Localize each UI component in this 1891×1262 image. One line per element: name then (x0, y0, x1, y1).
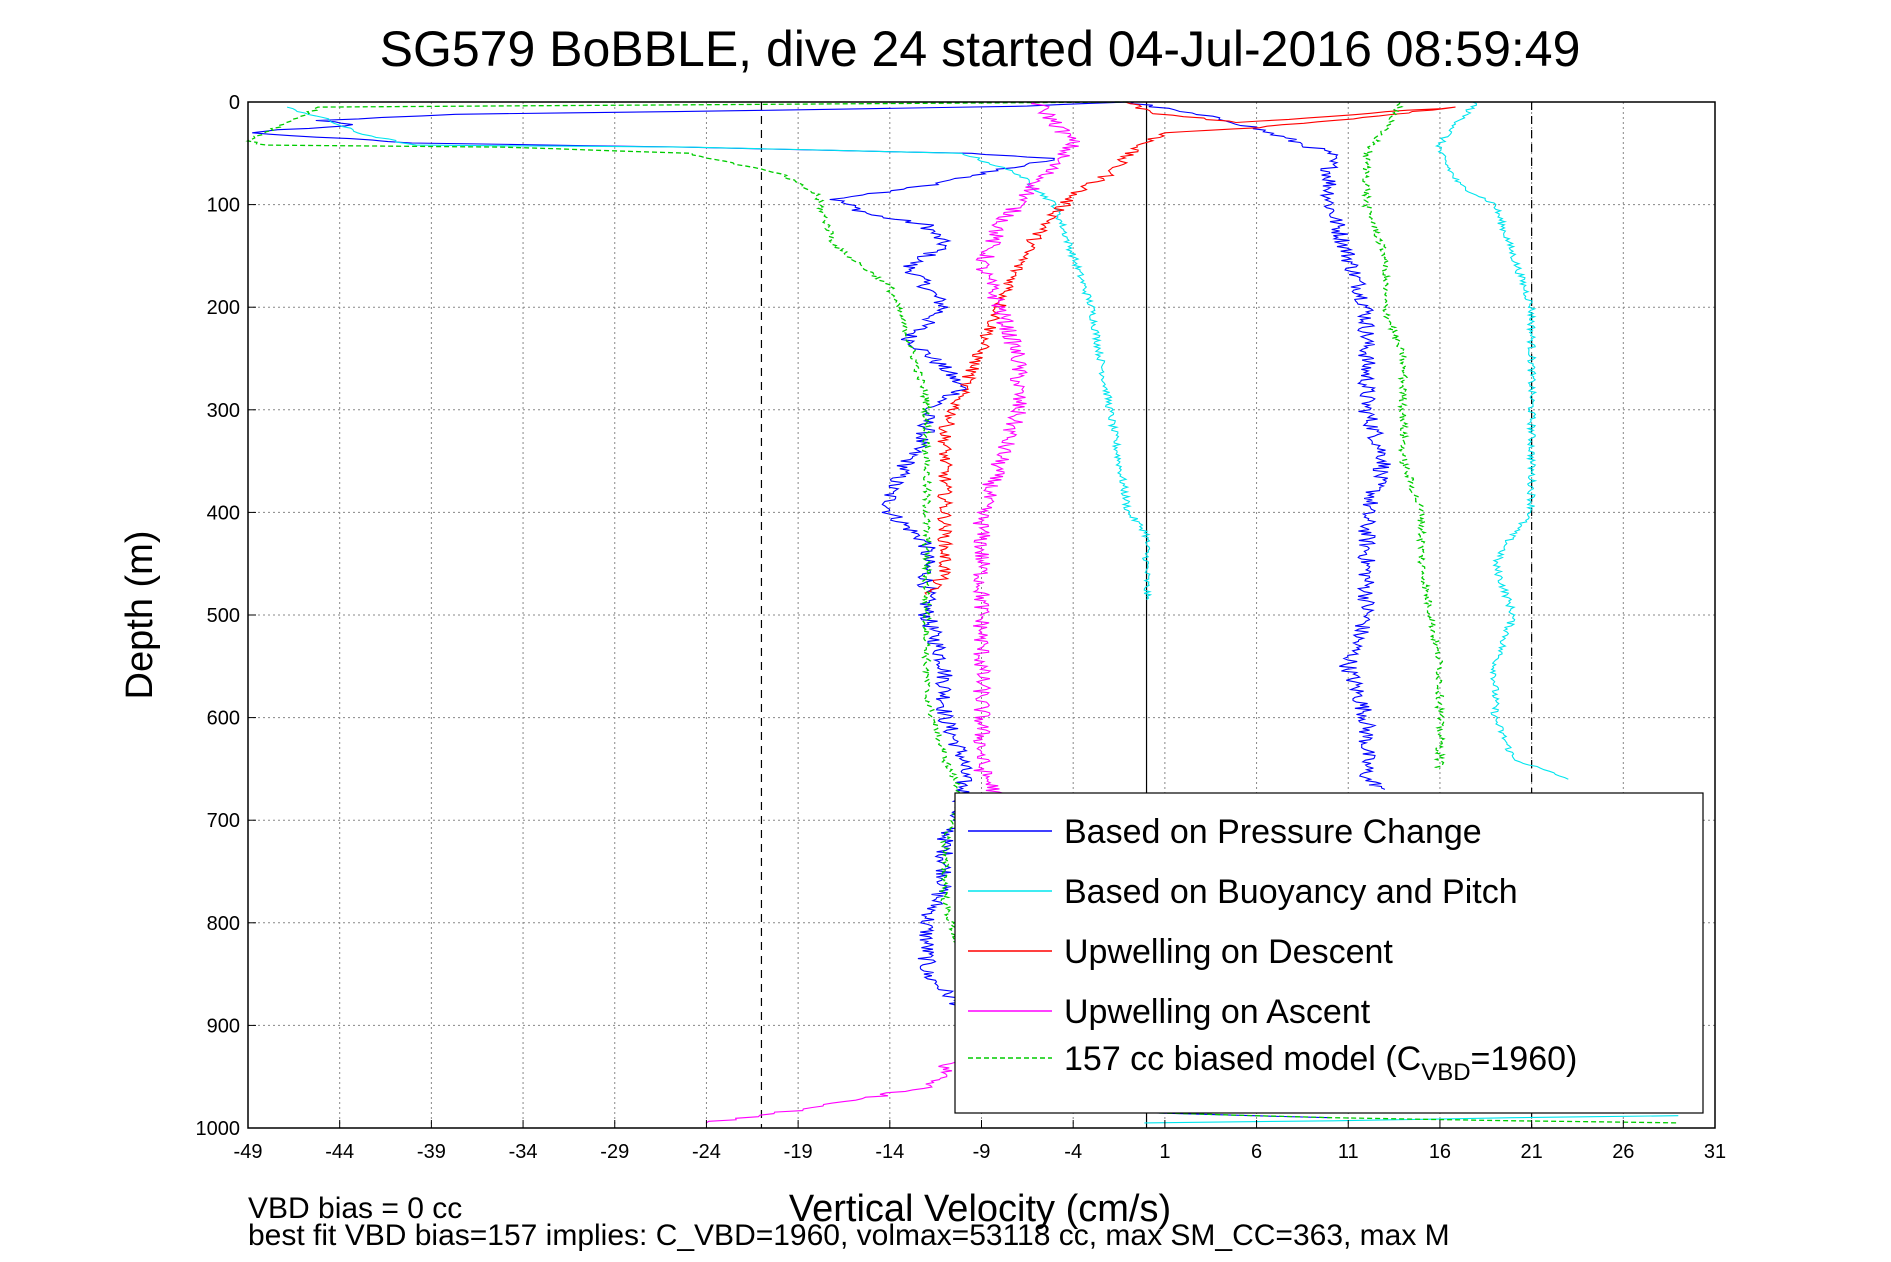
x-tick-label-8: -9 (973, 1141, 991, 1163)
y-tick-label-5: 500 (207, 605, 240, 627)
y-tick-label-2: 200 (207, 297, 240, 319)
y-tick-label-3: 300 (207, 400, 240, 422)
y-tick-label-8: 800 (207, 913, 240, 935)
series-4-line-1 (1361, 101, 1446, 770)
y-tick-label-4: 400 (207, 502, 240, 524)
y-axis-label: Depth (m) (119, 531, 161, 700)
x-tick-label-5: -24 (692, 1141, 721, 1163)
x-tick-label-1: -44 (325, 1141, 354, 1163)
series-2 (924, 101, 1456, 595)
y-tick-label-1: 100 (207, 195, 240, 217)
series-0-line-0 (252, 101, 1132, 159)
x-tick-label-7: -14 (875, 1141, 904, 1163)
y-tick-label-10: 1000 (196, 1118, 241, 1140)
y-tick-labels: 0 100 200 300 400 500 600 700 800 900 1000 (196, 92, 256, 1140)
x-tick-label-4: -29 (600, 1141, 629, 1163)
x-tick-label-9: -4 (1064, 1141, 1082, 1163)
x-axis-label: Vertical Velocity (cm/s) (789, 1188, 1171, 1230)
series-2-line-0 (924, 101, 1456, 595)
legend-label-1: Based on Buoyancy and Pitch (1064, 873, 1518, 911)
footer-line-1: VBD bias = 0 cc (248, 1192, 462, 1225)
series-1-line-0 (286, 106, 1153, 601)
legend-box (954, 792, 1704, 1114)
y-tick-label-7: 700 (207, 810, 240, 832)
legend-label-3: Upwelling on Ascent (1064, 993, 1371, 1031)
x-tick-label-16: 31 (1704, 1141, 1726, 1163)
series-0-line-2 (1129, 101, 1391, 790)
x-tick-label-6: -19 (784, 1141, 813, 1163)
footer-line-2: best fit VBD bias=157 implies: C_VBD=196… (248, 1219, 1450, 1252)
x-tick-label-13: 16 (1429, 1141, 1451, 1163)
x-tick-label-14: 21 (1521, 1141, 1543, 1163)
chart-title: SG579 BoBBLE, dive 24 started 04-Jul-201… (380, 21, 1581, 77)
x-tick-label-0: -49 (234, 1141, 263, 1163)
x-tick-label-10: 1 (1159, 1141, 1170, 1163)
x-tick-label-2: -39 (417, 1141, 446, 1163)
x-tick-label-15: 26 (1612, 1141, 1634, 1163)
legend-label-4: 157 cc biased model (CVBD=1960) (1064, 1040, 1577, 1086)
legend-label-0: Based on Pressure Change (1064, 813, 1482, 851)
series-0-line-1 (829, 158, 1330, 1119)
legend-label-2: Upwelling on Descent (1064, 933, 1393, 971)
x-tick-labels: -49 -44 -39 -34 -29 -24 -19 -14 -9 -4 1 6 11 16 21 26 31 (234, 1120, 1726, 1163)
y-tick-label-6: 600 (207, 708, 240, 730)
series-1-line-1 (1434, 101, 1569, 780)
legend: Based on Pressure Change Based on Buoyanc… (954, 792, 1704, 1114)
x-tick-label-12: 11 (1338, 1141, 1359, 1163)
x-tick-label-3: -34 (509, 1141, 538, 1163)
y-tick-label-0: 0 (229, 92, 240, 114)
y-tick-label-9: 900 (207, 1015, 240, 1037)
x-tick-label-11: 6 (1251, 1141, 1262, 1163)
